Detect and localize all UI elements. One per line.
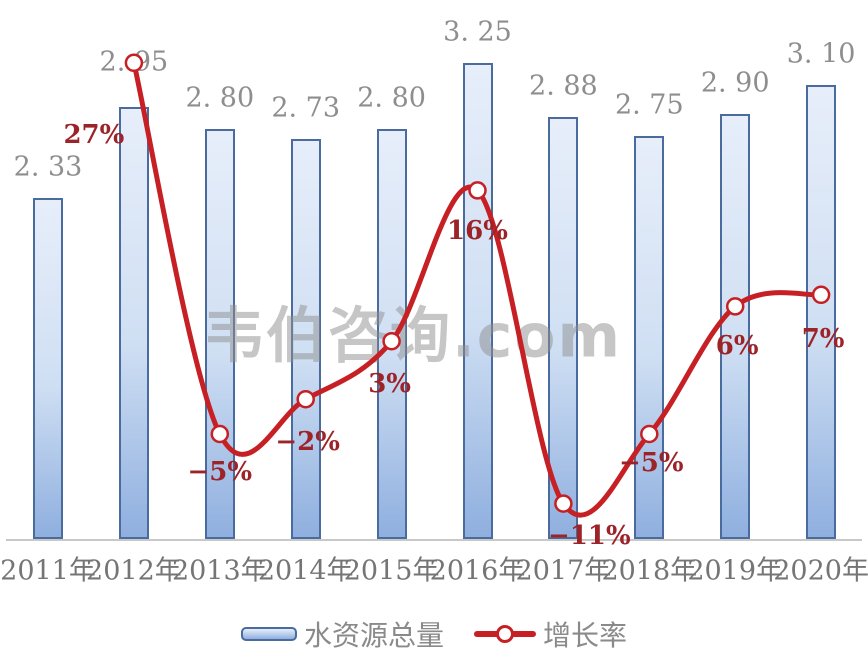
bar-2020年 <box>806 84 837 539</box>
legend: 水资源总量 增长率 <box>240 614 627 654</box>
bar-value-label: 3. 10 <box>786 38 856 70</box>
line-series-swatch-icon <box>474 624 536 644</box>
bar-2019年 <box>720 114 751 539</box>
bar-value-label: 2. 80 <box>185 82 255 114</box>
growth-point-label: 27% <box>63 119 125 150</box>
growth-point-marker <box>382 331 401 351</box>
bar-series-label: 水资源总量 <box>303 619 444 652</box>
bar-value-label: 2. 80 <box>357 82 426 114</box>
bar-value-label: 3. 25 <box>443 16 512 48</box>
bar-value-label: 2. 73 <box>271 92 341 124</box>
growth-point-label: −5% <box>187 457 253 487</box>
x-axis-label-2015: 2015年 <box>343 555 440 587</box>
growth-point-marker <box>210 424 230 444</box>
x-axis-label-2017: 2017年 <box>515 555 612 587</box>
x-axis-line <box>6 539 862 541</box>
x-axis-label-2019: 2019年 <box>687 555 784 587</box>
bar-2017年 <box>548 117 579 539</box>
x-axis-label-2013: 2013年 <box>171 555 268 587</box>
x-axis-label-2016: 2016年 <box>429 555 526 587</box>
bar-value-label: 2. 88 <box>529 70 598 102</box>
line-swatch-marker-icon <box>496 625 514 643</box>
bar-2016年 <box>462 62 493 539</box>
bar-value-label: 2. 75 <box>614 89 684 121</box>
growth-point-marker <box>124 53 144 73</box>
growth-point-label: 7% <box>801 323 845 354</box>
x-axis-label-2018: 2018年 <box>601 555 698 587</box>
bar-2012年 <box>118 106 149 539</box>
growth-point-marker <box>554 494 573 513</box>
bar-2018年 <box>634 136 665 539</box>
bar-2014年 <box>290 139 321 539</box>
growth-point-marker <box>640 424 659 444</box>
bar-value-label: 2. 90 <box>700 67 770 99</box>
growth-point-label: 6% <box>715 331 759 362</box>
growth-point-label: −5% <box>619 448 684 478</box>
bar-value-label: 2. 33 <box>13 151 83 183</box>
x-axis-label-2011: 2011年 <box>0 555 96 587</box>
growth-point-marker <box>468 181 487 200</box>
watermark: 韦伯咨询.com <box>203 301 623 372</box>
x-axis-label-2014: 2014年 <box>257 555 354 587</box>
legend-item-bars: 水资源总量 <box>240 614 444 654</box>
growth-point-marker <box>725 297 745 316</box>
bar-series-swatch-icon <box>240 627 297 641</box>
growth-point-label: 16% <box>447 216 508 247</box>
growth-point-marker <box>811 285 831 305</box>
growth-point-label: 3% <box>368 369 411 400</box>
bar-2011年 <box>33 197 63 539</box>
bar-2013年 <box>204 128 235 539</box>
line-series-label: 增长率 <box>543 619 628 652</box>
x-axis-label-2020: 2020年 <box>773 555 868 587</box>
growth-point-label: −2% <box>275 427 340 458</box>
legend-item-line: 增长率 <box>474 614 627 654</box>
growth-point-marker <box>296 389 315 409</box>
x-axis-label-2012: 2012年 <box>86 555 182 587</box>
growth-point-label: −11% <box>548 520 631 551</box>
